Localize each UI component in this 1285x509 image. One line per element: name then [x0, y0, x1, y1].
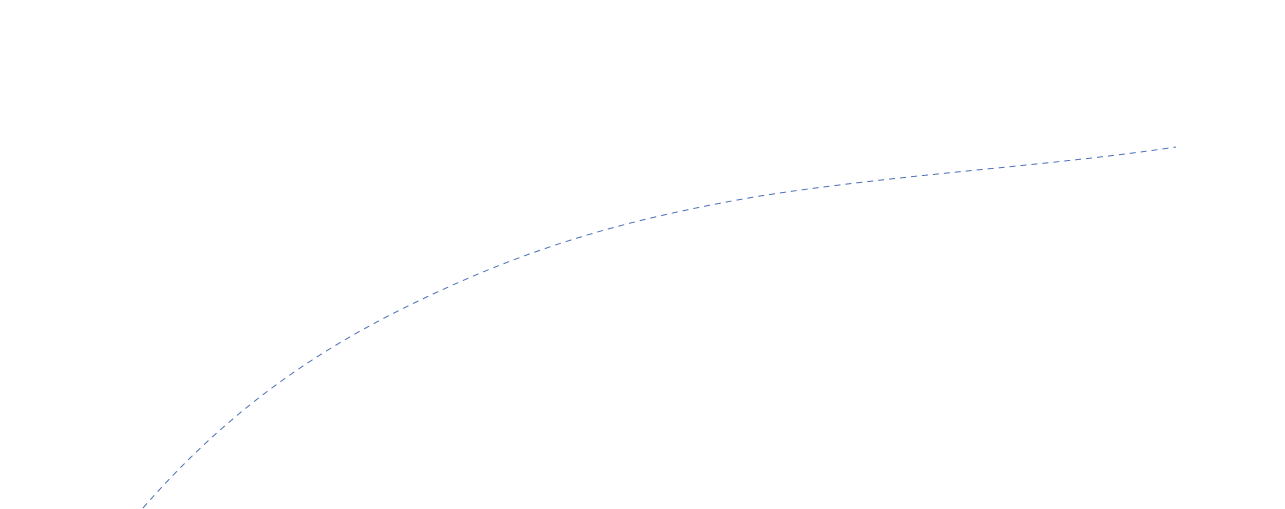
dashed-curve	[142, 146, 1177, 509]
